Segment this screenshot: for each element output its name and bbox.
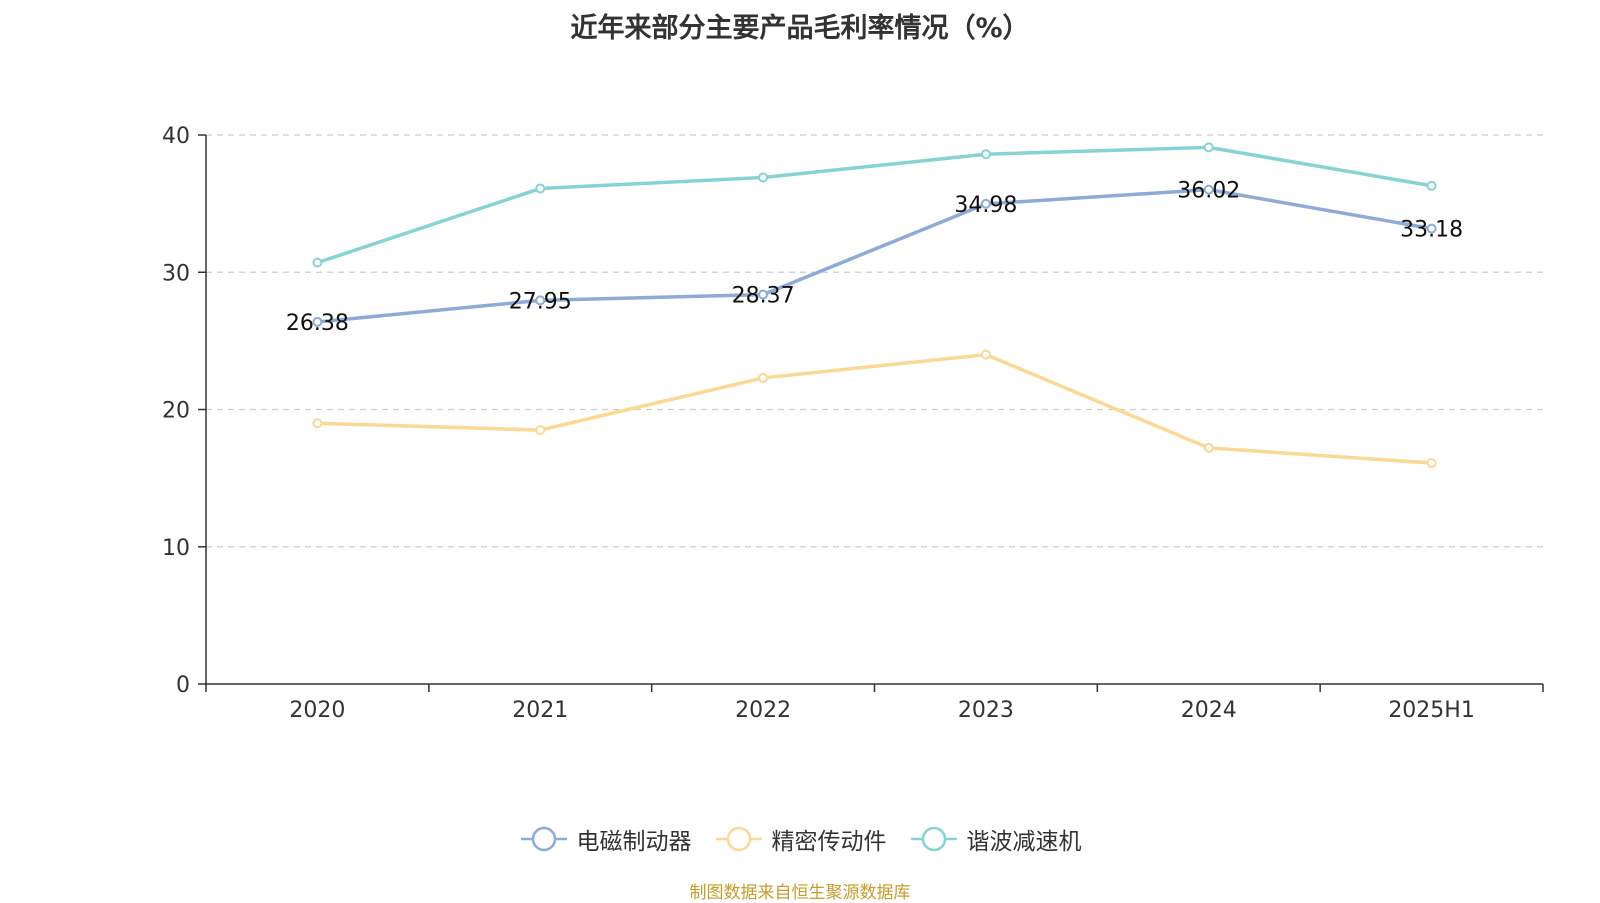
y-tick-label: 40 <box>162 124 190 149</box>
data-point <box>1203 442 1214 453</box>
chart-title: 近年来部分主要产品毛利率情况（%） <box>570 13 1030 44</box>
data-point <box>1426 458 1437 469</box>
data-point <box>758 372 769 383</box>
y-axis: 0 10 20 30 40 <box>162 124 207 698</box>
data-point <box>980 149 991 160</box>
legend-label: 谐波减速机 <box>966 829 1082 855</box>
x-tick-label: 2021 <box>512 698 568 723</box>
legend-item[interactable]: 电磁制动器 <box>519 822 692 856</box>
data-point <box>758 172 769 183</box>
x-tick-label: 2022 <box>735 698 791 723</box>
series-line <box>316 145 1432 265</box>
series-lines <box>312 142 1437 469</box>
legend-label: 精密传动件 <box>771 829 887 855</box>
data-point <box>980 198 991 209</box>
legend-item[interactable]: 精密传动件 <box>714 822 887 856</box>
series-line <box>317 187 1432 324</box>
data-label: 26.38 <box>286 311 349 336</box>
y-tick-label: 20 <box>162 399 190 424</box>
data-label: 27.95 <box>509 289 572 314</box>
legend-marker-icon <box>715 826 762 852</box>
data-point <box>535 425 546 436</box>
y-tick-label: 30 <box>162 261 190 286</box>
data-point <box>1426 180 1437 191</box>
legend-label: 电磁制动器 <box>576 829 692 855</box>
data-point <box>312 418 323 429</box>
data-point <box>980 349 991 360</box>
gridlines <box>206 134 1543 548</box>
data-point <box>758 289 769 300</box>
y-tick-label: 0 <box>176 673 190 698</box>
legend-marker-icon <box>910 826 957 852</box>
legend-marker-icon <box>520 826 567 852</box>
data-label: 28.37 <box>732 284 795 309</box>
y-tick-label: 10 <box>162 536 190 561</box>
data-point <box>1203 142 1214 153</box>
x-tick-label: 2020 <box>289 698 345 723</box>
legend-item[interactable]: 谐波减速机 <box>909 822 1082 856</box>
legend: 电磁制动器 精密传动件 谐波减速机 <box>0 822 1600 856</box>
data-point <box>1203 184 1214 195</box>
data-point <box>312 257 323 268</box>
series-line <box>317 352 1432 465</box>
data-label: 33.18 <box>1400 218 1463 243</box>
x-axis: 2020 2021 2022 2023 2024 2025H1 <box>205 683 1544 723</box>
data-point <box>535 295 546 306</box>
data-point <box>1426 223 1437 234</box>
x-tick-label: 2023 <box>958 698 1014 723</box>
data-point <box>535 183 546 194</box>
source-note: 制图数据来自恒生聚源数据库 <box>689 883 911 903</box>
data-labels: 26.38 27.95 28.37 34.98 36.02 33.18 <box>286 179 1463 336</box>
data-label: 34.98 <box>954 193 1017 218</box>
data-point <box>312 316 323 327</box>
x-tick-label: 2024 <box>1181 698 1237 723</box>
data-label: 36.02 <box>1177 179 1240 204</box>
x-tick-label: 2025H1 <box>1388 698 1475 723</box>
